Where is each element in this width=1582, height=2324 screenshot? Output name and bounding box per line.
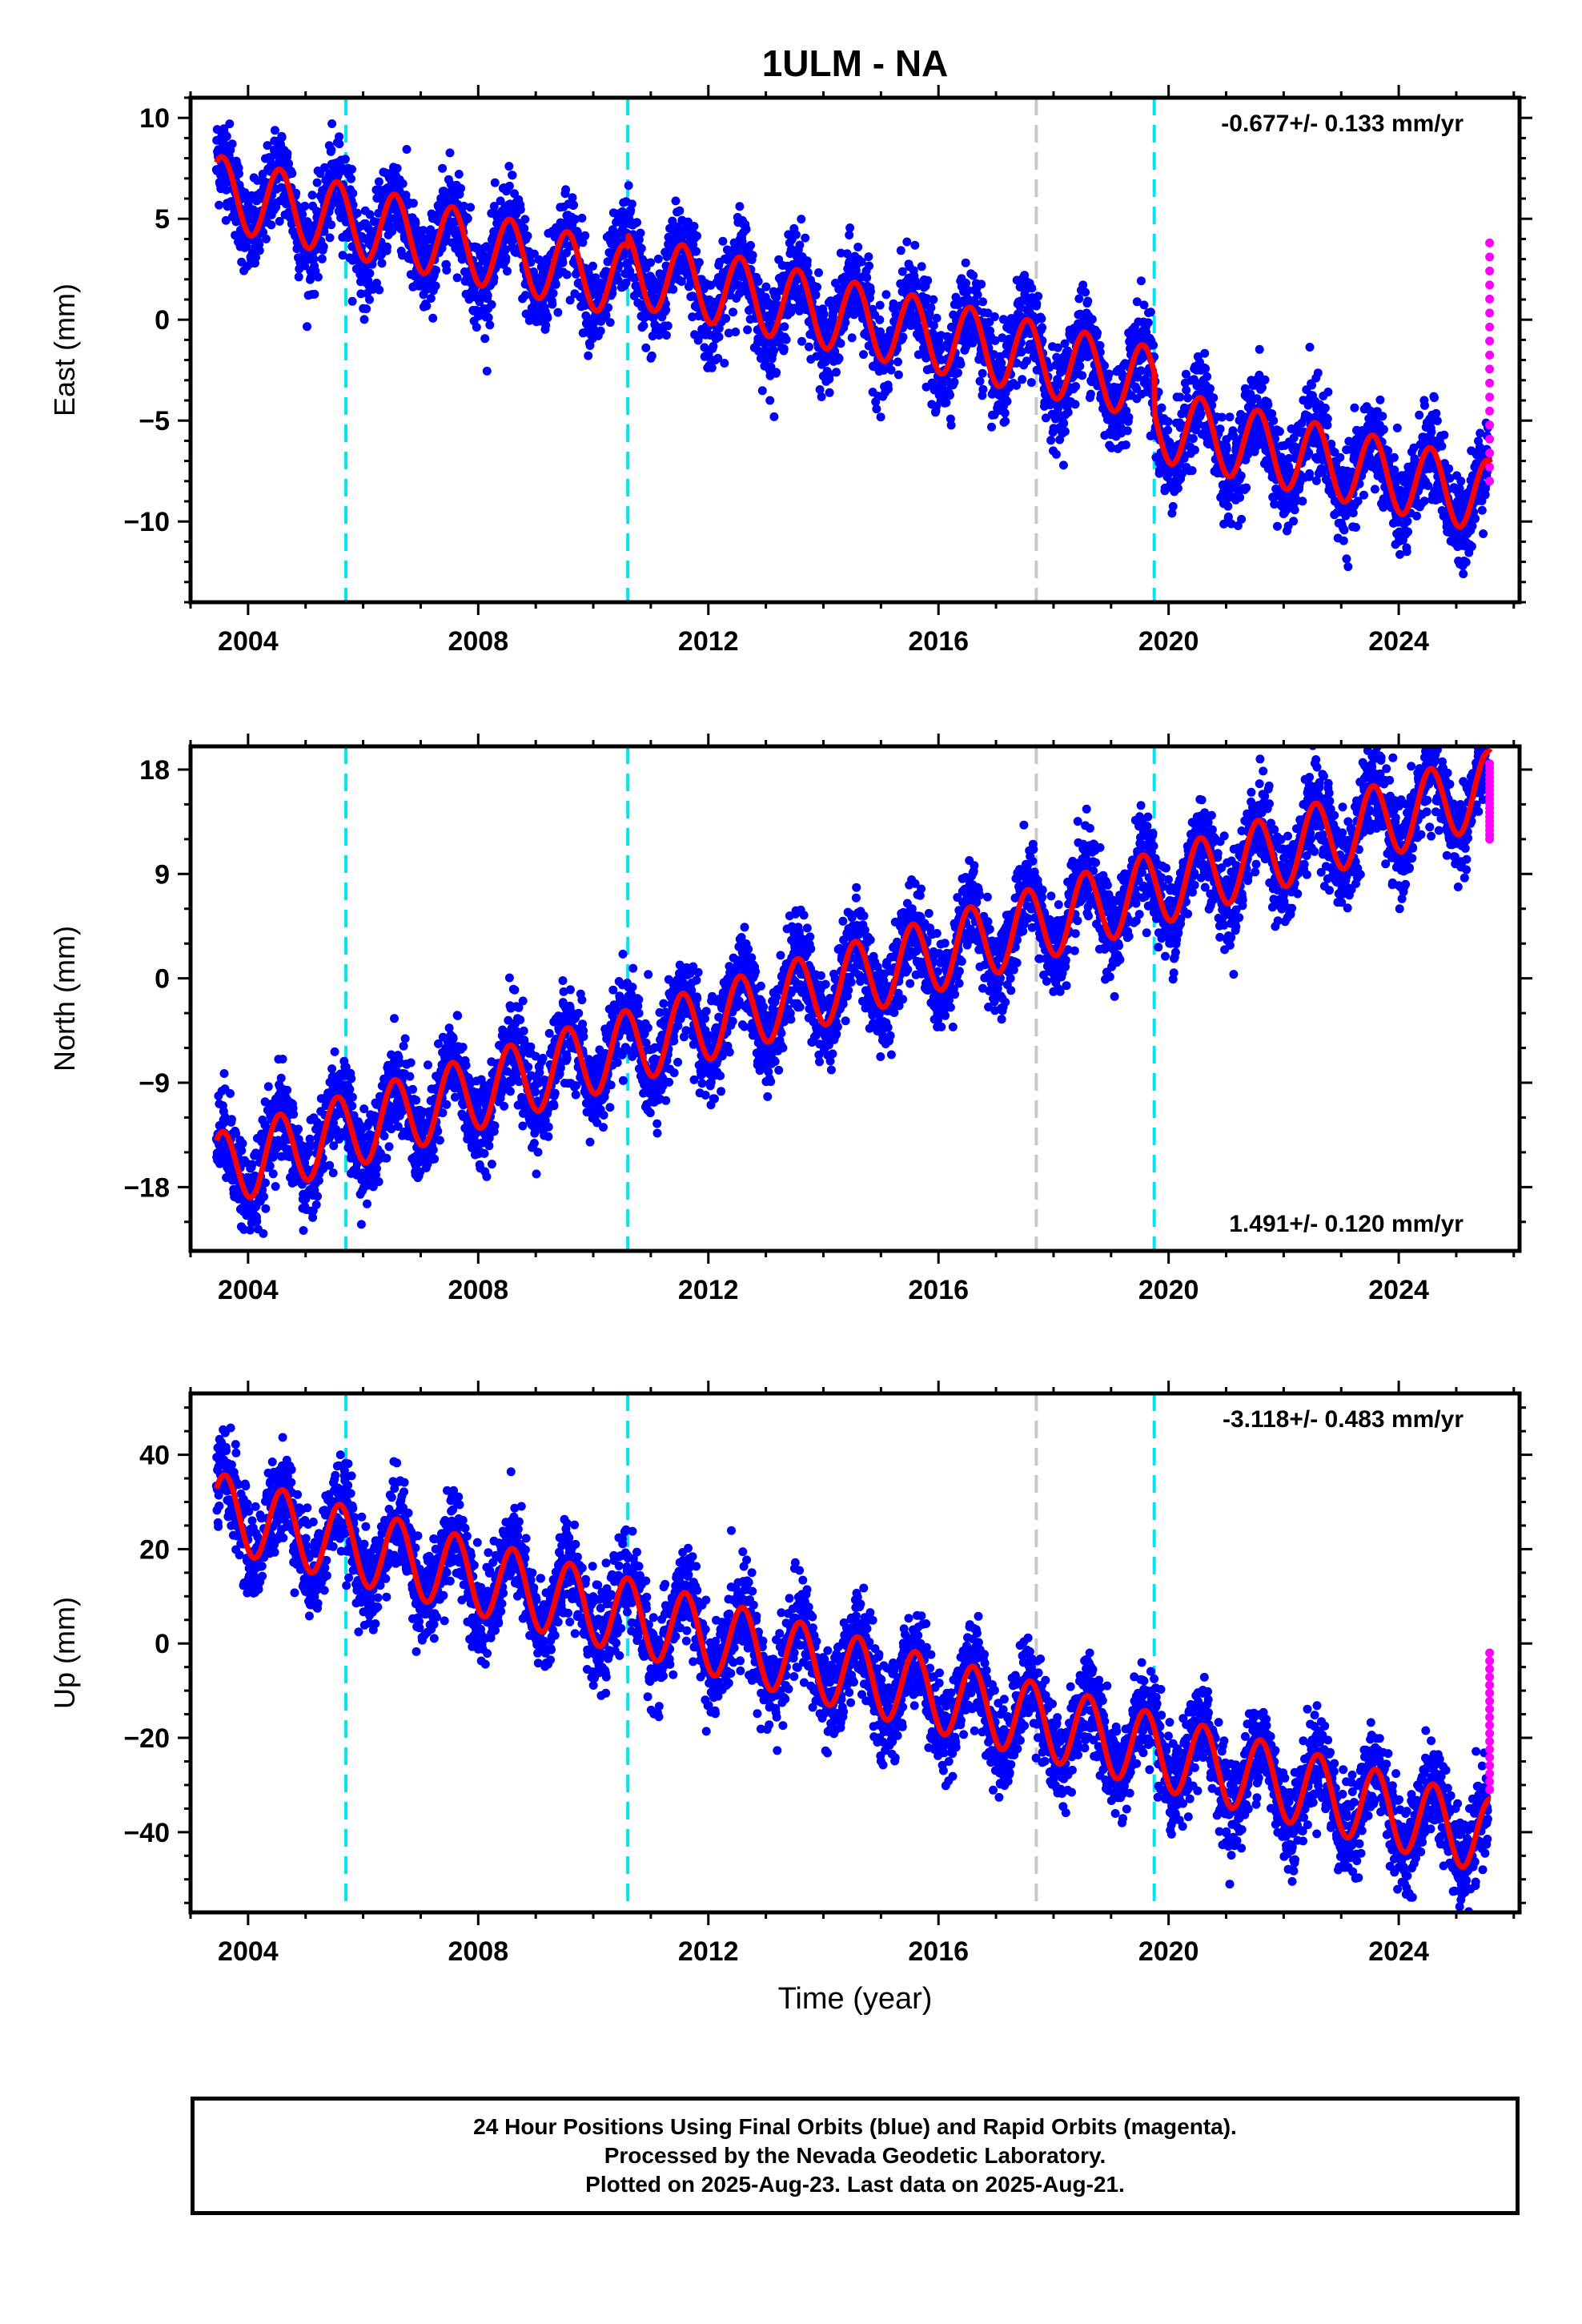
y-tick-label: 40 <box>139 1441 170 1471</box>
rapid-orbit-points <box>1485 759 1495 844</box>
x-tick-label: 2008 <box>448 1275 508 1305</box>
velocity-label: -0.677+/- 0.133 mm/yr <box>1221 111 1464 137</box>
x-tick-label: 2024 <box>1368 1275 1429 1305</box>
x-tick-label: 2020 <box>1138 1275 1199 1305</box>
x-tick-label: 2012 <box>678 1936 739 1967</box>
footer-line-1: 24 Hour Positions Using Final Orbits (bl… <box>473 2114 1237 2139</box>
model-curve <box>214 1472 1493 1870</box>
plot-frame <box>188 1391 1522 1915</box>
y-tick-label: −18 <box>123 1172 170 1203</box>
model-curve <box>214 748 1493 1200</box>
y-axis-label: North (mm) <box>48 926 81 1072</box>
x-tick-label: 2004 <box>218 1936 279 1967</box>
y-tick-label: 10 <box>139 103 170 134</box>
plot-area <box>211 1393 1495 1912</box>
x-tick-label: 2008 <box>448 1936 508 1967</box>
velocity-label: 1.491+/- 0.120 mm/yr <box>1229 1211 1464 1237</box>
x-tick-label: 2020 <box>1138 626 1199 657</box>
panel-north: 2004 2008 2012 2016 2020 2024 18 9 0 −9 −18 North (… <box>48 734 1532 1305</box>
plot-area <box>211 746 1495 1251</box>
footer-box: 24 Hour Positions Using Final Orbits (bl… <box>191 2097 1520 2215</box>
x-tick-label: 2016 <box>908 626 969 657</box>
x-tick-label: 2004 <box>218 626 279 657</box>
x-tick-label: 2024 <box>1368 626 1429 657</box>
x-tick-label: 2012 <box>678 1275 739 1305</box>
y-axis-label: Up (mm) <box>48 1597 81 1709</box>
y-tick-label: −10 <box>123 507 170 537</box>
x-tick-label: 2024 <box>1368 1936 1429 1967</box>
x-tick-label: 2008 <box>448 626 508 657</box>
y-axis-label: East (mm) <box>48 283 81 416</box>
x-tick-label: 2016 <box>908 1936 969 1967</box>
y-tick-label: −9 <box>139 1068 170 1099</box>
y-tick-label: 0 <box>155 964 170 995</box>
y-tick-label: −5 <box>139 406 170 436</box>
footer-line-3: Plotted on 2025-Aug-23. Last data on 202… <box>585 2172 1125 2197</box>
rapid-orbit-points <box>1485 1648 1495 1795</box>
final-orbit-points <box>211 1423 1492 1912</box>
y-tick-label: −20 <box>123 1723 170 1754</box>
model-curve <box>214 154 1493 530</box>
final-orbit-points <box>211 746 1492 1238</box>
x-axis-label: Time (year) <box>778 1982 933 2016</box>
x-tick-label: 2012 <box>678 626 739 657</box>
final-orbit-points <box>211 119 1492 579</box>
x-tick-label: 2016 <box>908 1275 969 1305</box>
y-tick-label: 9 <box>155 859 170 890</box>
y-tick-label: 0 <box>155 305 170 336</box>
y-tick-label: 5 <box>155 204 170 235</box>
panel-up: 2004 2008 2012 2016 2020 2024 40 20 0 −20 −40 Up (m… <box>48 1381 1532 2016</box>
x-tick-label: 2020 <box>1138 1936 1199 1967</box>
plot-area <box>211 98 1495 602</box>
plot-frame <box>188 95 1522 605</box>
y-tick-label: 20 <box>139 1534 170 1565</box>
panel-east: 2004 2008 2012 2016 2020 2024 10 5 0 −5 −10 East (m… <box>48 85 1532 657</box>
plot-frame <box>188 744 1522 1253</box>
footer-line-2: Processed by the Nevada Geodetic Laborat… <box>604 2143 1106 2168</box>
y-tick-label: 18 <box>139 755 170 786</box>
y-tick-label: 0 <box>155 1629 170 1659</box>
rapid-orbit-points <box>1485 238 1495 486</box>
velocity-label: -3.118+/- 0.483 mm/yr <box>1223 1406 1464 1433</box>
chart-title: 1ULM - NA <box>762 42 949 84</box>
x-tick-label: 2004 <box>218 1275 279 1305</box>
y-tick-label: −40 <box>123 1818 170 1848</box>
